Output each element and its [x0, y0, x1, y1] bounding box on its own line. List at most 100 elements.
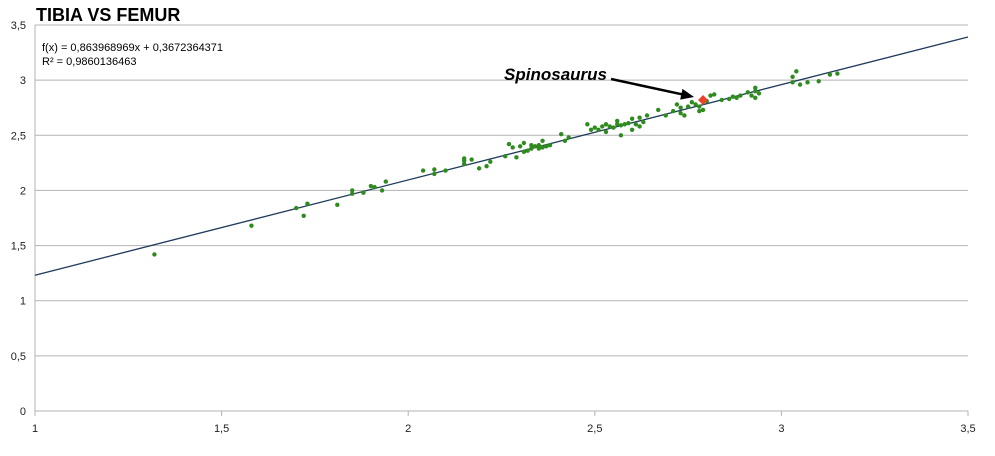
data-point — [749, 93, 754, 98]
x-tick-label: 2 — [405, 423, 411, 435]
data-point — [372, 184, 377, 190]
data-point — [678, 111, 683, 116]
data-point — [700, 107, 706, 113]
y-tick-label: 1,5 — [11, 241, 26, 253]
data-point — [697, 108, 702, 114]
data-point — [693, 102, 698, 107]
data-point — [536, 143, 542, 148]
data-point — [656, 107, 661, 113]
y-tick-label: 1 — [20, 296, 26, 308]
data-point — [443, 168, 448, 173]
data-point — [301, 213, 306, 218]
data-point — [611, 125, 616, 130]
data-point — [152, 252, 157, 257]
data-point — [797, 82, 803, 87]
x-tick-label: 1 — [32, 423, 38, 435]
data-point — [379, 188, 385, 193]
data-point — [745, 90, 751, 95]
data-point — [794, 69, 799, 74]
data-point — [503, 154, 508, 159]
data-point — [756, 91, 762, 96]
data-point — [827, 72, 833, 77]
regression-r-squared: R² = 0,9860136463 — [42, 56, 137, 68]
data-point — [540, 138, 545, 143]
data-point — [521, 149, 527, 155]
data-point — [521, 140, 527, 146]
data-point — [383, 179, 389, 184]
data-point — [585, 122, 590, 127]
data-point — [488, 159, 493, 164]
data-point — [510, 145, 515, 150]
y-tick-label: 3 — [20, 75, 26, 87]
data-point — [249, 223, 254, 228]
data-point — [540, 145, 545, 150]
axes — [34, 25, 969, 416]
data-point — [588, 127, 594, 132]
data-point — [753, 88, 758, 94]
data-point — [726, 96, 732, 102]
y-tick-label: 2,5 — [11, 130, 26, 142]
data-point — [529, 146, 534, 151]
x-tick-label: 3,5 — [960, 423, 975, 435]
y-tick-labels: 0 0,5 1 1,5 2 2,5 3 3,5 — [11, 20, 26, 418]
data-point — [835, 71, 840, 76]
data-point — [753, 85, 758, 91]
data-point — [547, 143, 553, 148]
data-point — [805, 80, 810, 85]
data-point — [633, 122, 639, 127]
data-point — [544, 144, 549, 149]
data-point — [674, 102, 680, 107]
data-point — [469, 157, 474, 162]
data-point — [517, 144, 523, 149]
data-point — [529, 143, 534, 148]
data-point — [614, 118, 620, 124]
data-point — [753, 95, 758, 100]
data-point — [596, 127, 601, 132]
data-point — [603, 122, 609, 127]
data-point — [350, 191, 355, 196]
data-point — [506, 141, 512, 147]
data-point — [629, 127, 635, 132]
data-points — [152, 69, 840, 257]
highlight-points — [698, 94, 709, 105]
data-point — [461, 161, 467, 167]
data-point — [532, 144, 538, 149]
data-point — [637, 115, 642, 120]
highlight-point — [698, 94, 709, 105]
y-tick-label: 2 — [20, 185, 26, 197]
callout-arrow-head — [680, 88, 695, 100]
y-tick-label: 0,5 — [11, 351, 26, 363]
data-point — [697, 104, 702, 109]
data-point — [525, 148, 530, 153]
data-point — [294, 205, 299, 211]
data-point — [614, 122, 620, 127]
y-tick-label: 3,5 — [11, 20, 26, 32]
data-point — [476, 166, 482, 171]
data-point — [637, 124, 642, 129]
data-point — [618, 123, 624, 128]
chart-title: TIBIA VS FEMUR — [36, 5, 180, 25]
data-point — [607, 124, 612, 129]
data-point — [644, 113, 650, 118]
data-point — [484, 163, 489, 169]
data-point — [682, 113, 687, 118]
x-tick-labels: 1 1,5 2 2,5 3 3,5 — [32, 423, 976, 435]
data-point — [432, 167, 437, 172]
data-point — [663, 113, 668, 118]
data-point — [719, 97, 724, 103]
data-point — [566, 135, 571, 140]
callout-label: Spinosaurus — [504, 65, 607, 84]
data-point — [790, 80, 795, 85]
data-point — [712, 92, 717, 97]
data-point — [514, 155, 519, 160]
data-point — [350, 188, 355, 193]
data-point — [592, 125, 597, 130]
data-point — [559, 131, 564, 137]
data-point — [738, 93, 743, 98]
data-point — [708, 93, 713, 98]
data-point — [305, 201, 310, 206]
regression-line — [34, 36, 969, 276]
data-point — [816, 79, 821, 84]
x-tick-label: 1,5 — [214, 423, 229, 435]
